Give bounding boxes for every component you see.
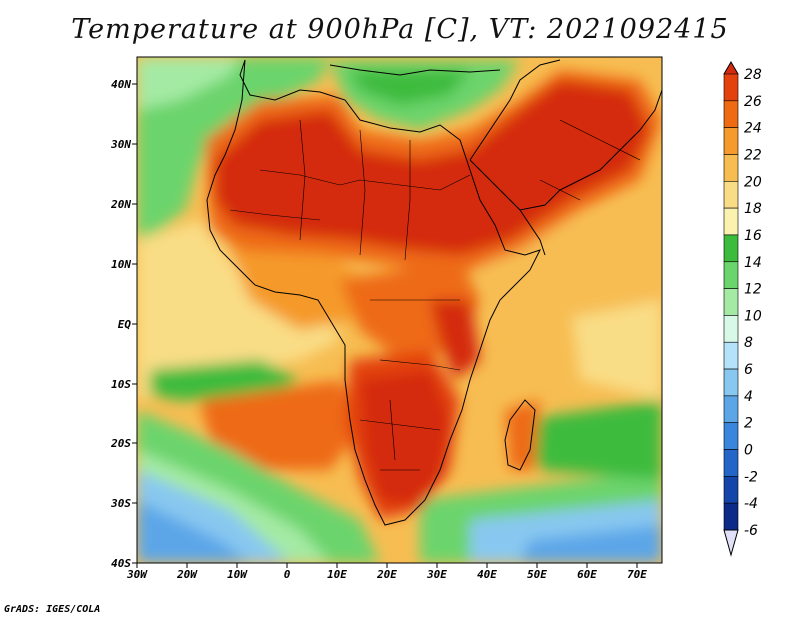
colorbar-swatch: [723, 261, 739, 289]
colorbar-label: 2: [744, 416, 753, 432]
colorbar-label: 20: [744, 174, 762, 190]
colorbar-swatch: [723, 234, 739, 263]
colorbar-label: 0: [744, 443, 753, 459]
lat-label-20s: 20S: [110, 437, 131, 450]
colorbar-label: -2: [744, 469, 758, 485]
lon-label-20w: 20W: [176, 568, 198, 581]
lat-label-10s: 10S: [111, 378, 131, 391]
colorbar-swatch: [723, 207, 739, 236]
colorbar-label: 22: [744, 147, 762, 163]
colorbar-label: 8: [744, 335, 753, 351]
lat-label-10n: 10N: [111, 258, 131, 271]
colorbar-swatch: [723, 100, 739, 128]
colorbar-label: 26: [744, 94, 762, 110]
colorbar-swatch: [723, 502, 739, 531]
colorbar-label: 16: [744, 228, 762, 244]
colorbar-swatch: [723, 476, 739, 504]
coastlines: [206, 59, 662, 526]
colorbar-label: 28: [744, 67, 762, 83]
colorbar-label: 6: [744, 362, 753, 378]
colorbar-swatch: [723, 315, 739, 343]
colorbar-label: 18: [744, 201, 762, 217]
colorbar-label: -4: [744, 496, 758, 512]
lat-label-40n: 40N: [111, 78, 131, 91]
temperature-field: [137, 57, 662, 563]
country-borders: [229, 119, 641, 471]
lat-label-30n: 30N: [110, 138, 131, 151]
colorbar-label: -6: [744, 523, 758, 539]
chart-title: Temperature at 900hPa [C], VT: 202109241…: [71, 14, 729, 45]
axis-ticks: [132, 83, 638, 568]
colorbar-swatch: [723, 395, 739, 424]
colorbar-swatch: [723, 73, 739, 102]
grads-credit: GrADS: IGES/COLA: [4, 604, 101, 615]
lon-label-40e: 40E: [477, 568, 497, 581]
lon-label-60e: 60E: [577, 568, 597, 581]
colorbar-swatch: [723, 154, 739, 182]
colorbar-swatch: [723, 422, 739, 450]
lat-label-30s: 30S: [110, 497, 131, 510]
lon-label-10e: 10E: [327, 568, 347, 581]
colorbar-swatch: [723, 127, 739, 155]
colorbar-bottom-arrow: [723, 529, 739, 557]
colorbar-swatch: [723, 449, 739, 477]
colorbar-swatch: [723, 180, 739, 209]
lat-label-40s: 40S: [111, 557, 131, 570]
lat-labels: 40N 30N 20N 10N EQ 10S 20S 30S 40S: [110, 78, 131, 570]
lon-labels: 30W 20W 10W 0 10E 20E 30E 40E 50E 60E 70…: [126, 568, 647, 581]
colorbar-swatch: [723, 341, 739, 370]
lon-label-0: 0: [284, 568, 291, 581]
colorbar-label: 24: [744, 121, 762, 137]
lon-label-50e: 50E: [527, 568, 547, 581]
map-frame: [136, 56, 663, 564]
colorbar-label: 12: [744, 282, 762, 298]
lon-label-30w: 30W: [126, 568, 148, 581]
lon-label-10w: 10W: [227, 568, 248, 581]
lon-label-20e: 20E: [376, 568, 397, 581]
colorbar-label: 4: [744, 389, 753, 405]
lon-label-70e: 70E: [627, 568, 647, 581]
colorbar-swatch: [723, 288, 739, 316]
colorbar-label: 14: [744, 255, 762, 271]
lat-label-20n: 20N: [110, 198, 131, 211]
lat-label-eq: EQ: [118, 318, 132, 331]
lon-label-30e: 30E: [426, 568, 447, 581]
colorbar-label: 10: [744, 308, 762, 324]
colorbar-swatch: [723, 368, 739, 397]
